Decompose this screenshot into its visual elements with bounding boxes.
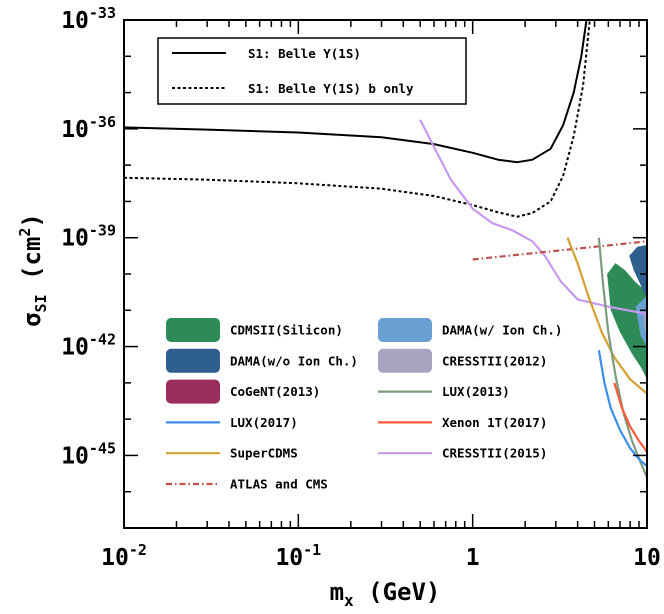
y-tick-label: 10-45	[61, 439, 116, 469]
curve-atlas-and-cms	[472, 240, 647, 261]
legend-swatch-cogent-2013	[166, 379, 220, 404]
legend-swatch-dama-w-o-ion-ch	[166, 348, 220, 373]
legend-label-atlas-and-cms: ATLAS and CMS	[230, 477, 328, 492]
legend-label-lux-2013: LUX(2013)	[442, 384, 510, 399]
y-tick-labels: 10-45 10-42 10-39 10-36 10-33	[61, 4, 116, 469]
legend-swatch-cresstii-2012	[378, 348, 432, 373]
y-tick-label: 10-39	[61, 222, 116, 252]
curve-xenon-1t-2017	[613, 382, 647, 453]
axis-ticks	[123, 19, 647, 529]
curve-s1-belle-1s	[124, 20, 588, 164]
region-dama-w-ion-ch	[635, 295, 647, 347]
signal-regions	[607, 245, 647, 380]
x-tick-label: 1	[466, 545, 480, 571]
legend-label-cresstii-2015: CRESSTII(2015)	[442, 446, 547, 461]
experiments-legend: CDMSII(Silicon) DAMA(w/ Ion Ch.) DAMA(w/o …	[166, 318, 562, 492]
legend-label-cogent-2013: CoGeNT(2013)	[230, 384, 320, 399]
legend-swatch-dama-w-ion-ch	[378, 318, 432, 342]
legend-swatch-cdmsii-silicon	[166, 318, 220, 342]
legend-label-xenon-1t-2017: Xenon 1T(2017)	[442, 415, 547, 430]
y-tick-label: 10-42	[61, 331, 116, 361]
exclusion-curves	[124, 20, 647, 478]
region-dama-w-o-ion-ch	[629, 245, 647, 300]
legend-label-dama-w-o-ion-ch: DAMA(w/o Ion Ch.)	[230, 353, 358, 368]
x-tick-label: 10-2	[101, 541, 147, 571]
curve-lux-2017	[597, 350, 647, 468]
x-tick-label: 10-1	[275, 541, 321, 571]
x-tick-label: 10	[633, 545, 661, 571]
legend-label-lux-2017: LUX(2017)	[230, 415, 298, 430]
curve-supercdms	[566, 237, 647, 395]
curve-s1-belle-1s-b-only	[124, 20, 591, 218]
top-legend: S1: Belle Υ(1S) S1: Belle Υ(1S) b only	[157, 37, 467, 105]
legend-label-belle-dotted: S1: Belle Υ(1S) b only	[248, 81, 414, 96]
x-tick-labels: 10-2 10-1 1 10	[101, 541, 661, 571]
legend-label-dama-w-ion-ch: DAMA(w/ Ion Ch.)	[442, 323, 562, 338]
curve-cresstii-2015	[419, 119, 647, 315]
legend-label-cdmsii-silicon: CDMSII(Silicon)	[230, 323, 343, 338]
legend-label-belle-solid: S1: Belle Υ(1S)	[248, 46, 361, 61]
y-tick-label: 10-33	[61, 4, 116, 34]
region-cdmsii-silicon	[607, 263, 647, 380]
legend-label-supercdms: SuperCDMS	[230, 446, 298, 461]
y-tick-label: 10-36	[61, 113, 116, 143]
legend-label-cresstii-2012: CRESSTII(2012)	[442, 353, 547, 368]
y-axis-title: σSI (cm2)	[16, 213, 50, 327]
top-legend-box	[157, 37, 467, 105]
x-axis-title: mx (GeV)	[330, 578, 441, 610]
